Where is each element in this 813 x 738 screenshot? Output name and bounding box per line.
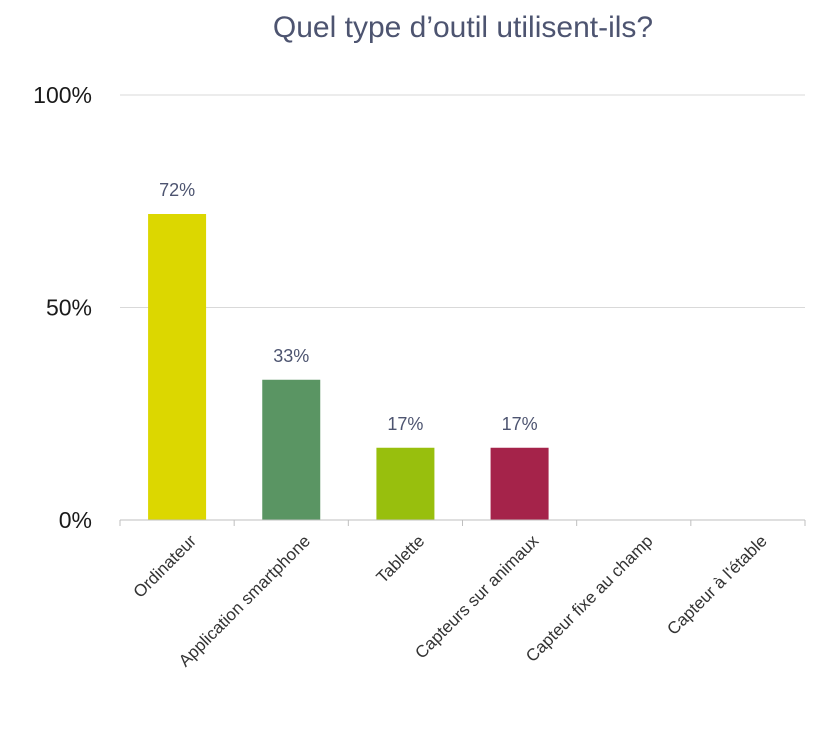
chart-title: Quel type d’outil utilisent-ils?: [273, 11, 653, 44]
x-tick-label: Tablette: [373, 531, 429, 587]
bar: [148, 214, 207, 520]
bar: [376, 447, 435, 520]
x-tick-label: Capteur à l'étable: [663, 531, 770, 638]
y-axis-ticks: 0% 50% 100%: [33, 82, 92, 533]
x-tick-label: Ordinateur: [130, 531, 200, 601]
data-label: 17%: [387, 414, 423, 434]
y-tick-label: 0%: [59, 507, 92, 533]
y-tick-label: 50%: [46, 295, 92, 321]
x-tick-label: Capteurs sur animaux: [411, 531, 542, 662]
bars: [148, 214, 549, 520]
bar: [262, 379, 321, 520]
data-label: 33%: [273, 346, 309, 366]
bar: [490, 447, 549, 520]
x-tick-label: Capteur fixe au champ: [522, 531, 656, 665]
x-tick-label: Application smartphone: [175, 531, 314, 670]
data-label: 17%: [502, 414, 538, 434]
data-labels: 72% 33% 17% 17%: [159, 180, 538, 434]
gridlines: [120, 94, 805, 308]
y-tick-label: 100%: [33, 82, 92, 108]
data-label: 72%: [159, 180, 195, 200]
